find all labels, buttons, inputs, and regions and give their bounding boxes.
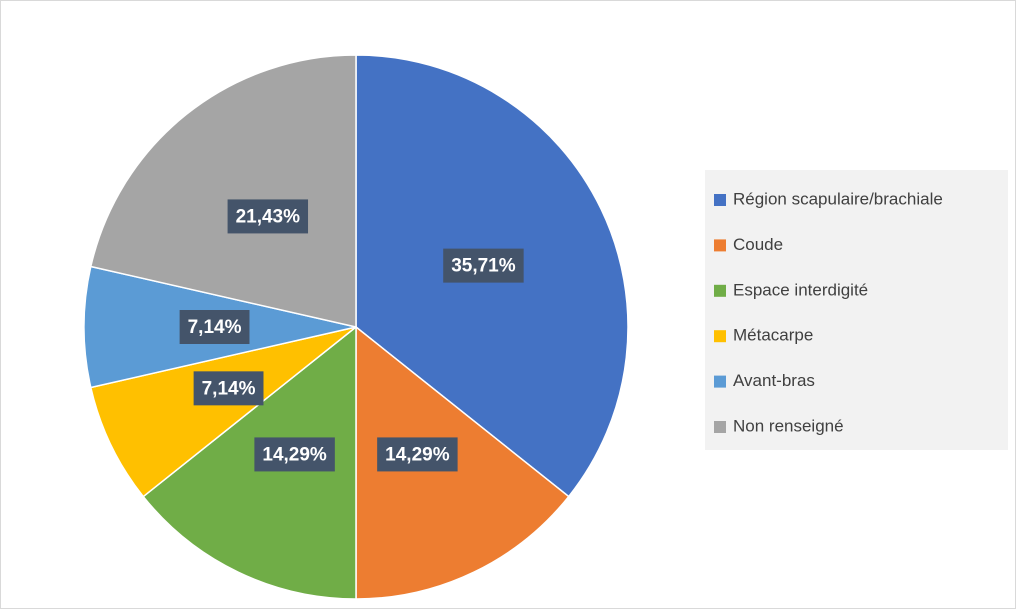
legend-box (705, 170, 1008, 450)
value-label: 14,29% (385, 444, 450, 465)
legend-swatch (714, 194, 726, 206)
value-label-bg (254, 437, 335, 472)
legend-label: Espace interdigité (733, 280, 868, 299)
legend-label: Métacarpe (733, 326, 813, 345)
value-label-bg (179, 310, 250, 344)
value-label-bg (377, 437, 458, 472)
legend-swatch (714, 239, 726, 252)
legend-label: Région scapulaire/brachiale (733, 189, 943, 208)
value-label-bg (193, 371, 264, 406)
value-label: 7,14% (188, 317, 242, 338)
legend-label: Avant-bras (733, 371, 815, 390)
value-label-bg (227, 199, 309, 234)
value-label: 14,29% (262, 444, 327, 465)
pie-slice (89, 54, 357, 328)
legend-swatch (714, 421, 726, 433)
value-label: 21,43% (236, 206, 301, 227)
pie-slice (89, 326, 357, 498)
pie-slice (142, 325, 357, 600)
value-label: 35,71% (451, 256, 516, 277)
pie-slice (355, 325, 570, 600)
value-label: 7,14% (202, 378, 256, 399)
legend-swatch (714, 375, 726, 388)
legend-label: Non renseigné (733, 416, 844, 435)
legend-swatch (714, 284, 726, 297)
value-label-bg (443, 248, 524, 283)
legend-swatch (714, 330, 726, 343)
legend-label: Coude (733, 235, 783, 254)
